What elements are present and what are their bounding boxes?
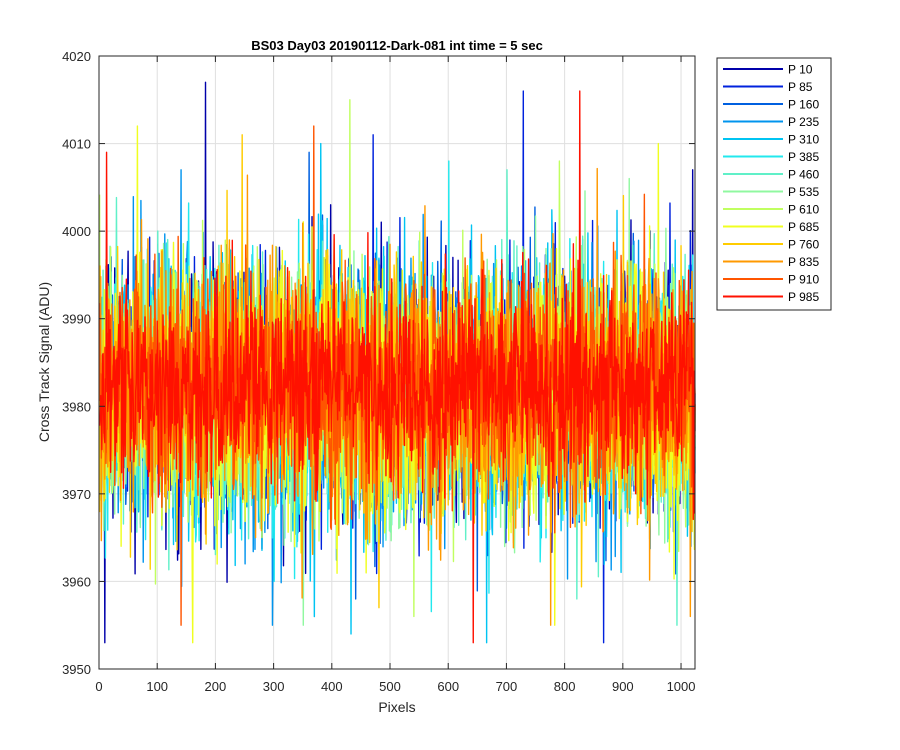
x-tick-label: 400	[321, 679, 343, 694]
x-tick-label: 200	[205, 679, 227, 694]
y-axis-label: Cross Track Signal (ADU)	[36, 282, 52, 442]
y-tick-label: 3960	[62, 574, 91, 589]
chart-title: BS03 Day03 20190112-Dark-081 int time = …	[251, 38, 543, 53]
y-tick-label: 3980	[62, 399, 91, 414]
x-tick-label: 100	[146, 679, 168, 694]
x-tick-label: 0	[95, 679, 102, 694]
y-tick-label: 3970	[62, 487, 91, 502]
legend-label: P 385	[788, 150, 819, 164]
legend-label: P 10	[788, 63, 813, 77]
y-tick-labels: 3950 3960 3970 3980 3990 4000 4010 4020	[62, 49, 91, 677]
legend-label: P 610	[788, 203, 819, 217]
x-tick-label: 900	[612, 679, 634, 694]
plot-frame	[98, 55, 696, 670]
y-tick-label: 4000	[62, 224, 91, 239]
legend: P 10 P 85 P 160 P 235 P 310 P 385 P 460 P 535 P …	[716, 57, 832, 311]
series-lines	[98, 81, 696, 644]
y-tick-label: 3950	[62, 662, 91, 677]
legend-label: P 235	[788, 115, 819, 129]
legend-label: P 835	[788, 255, 819, 269]
legend-label: P 910	[788, 273, 819, 287]
y-tick-label: 4010	[62, 137, 91, 152]
legend-label: P 535	[788, 185, 819, 199]
legend-label: P 985	[788, 290, 819, 304]
y-tick-label: 4020	[62, 49, 91, 64]
legend-label: P 310	[788, 133, 819, 147]
x-tick-label: 1000	[667, 679, 696, 694]
y-tick-label: 3990	[62, 312, 91, 327]
x-tick-label: 500	[379, 679, 401, 694]
x-axis-label: Pixels	[378, 699, 415, 715]
x-tick-label: 700	[496, 679, 518, 694]
series-line-p-985	[98, 90, 696, 644]
x-tick-label: 600	[437, 679, 459, 694]
legend-label: P 85	[788, 80, 813, 94]
legend-label: P 760	[788, 238, 819, 252]
axis-ticks	[98, 55, 695, 670]
legend-label: P 460	[788, 168, 819, 182]
x-tick-labels: 0 100 200 300 400 500 600 700 800 900 1000	[95, 679, 695, 694]
x-tick-label: 800	[554, 679, 576, 694]
legend-box	[716, 57, 832, 311]
legend-label: P 160	[788, 98, 819, 112]
legend-label: P 685	[788, 220, 819, 234]
x-tick-label: 300	[263, 679, 285, 694]
